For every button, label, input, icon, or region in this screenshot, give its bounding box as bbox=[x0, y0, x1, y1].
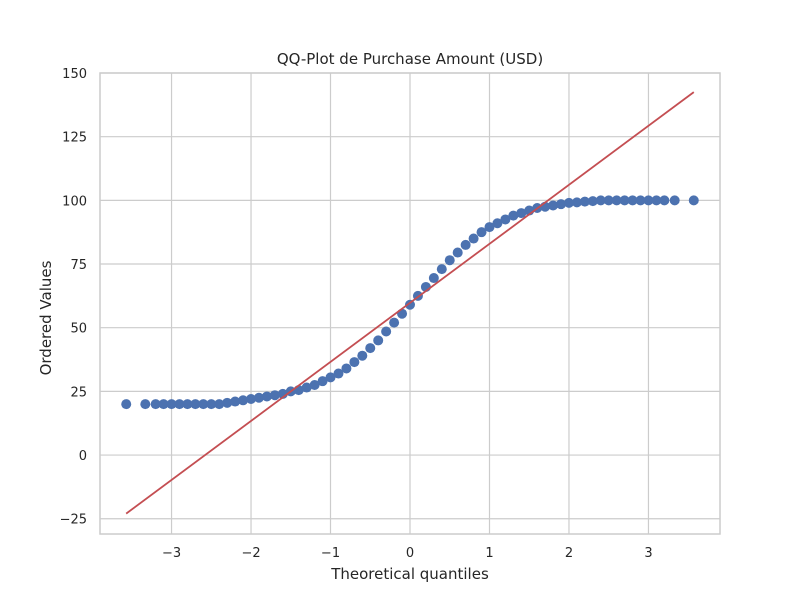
data-point bbox=[246, 394, 257, 405]
y-axis-label: Ordered Values bbox=[37, 260, 55, 375]
data-point bbox=[309, 380, 320, 391]
data-point bbox=[556, 199, 567, 210]
data-point bbox=[166, 399, 177, 410]
data-point bbox=[325, 372, 336, 383]
data-point bbox=[571, 197, 582, 208]
x-tick-label: −1 bbox=[321, 546, 340, 561]
data-point bbox=[381, 326, 392, 337]
data-point bbox=[563, 197, 574, 208]
data-point bbox=[688, 195, 699, 206]
x-tick-label: 3 bbox=[644, 546, 652, 561]
data-point bbox=[121, 399, 132, 410]
data-point bbox=[587, 196, 598, 207]
data-point bbox=[341, 363, 352, 374]
data-point bbox=[397, 308, 408, 319]
x-tick-label: 1 bbox=[485, 546, 493, 561]
y-tick-label: 50 bbox=[70, 322, 87, 337]
data-point bbox=[174, 399, 185, 410]
x-tick-label: 0 bbox=[406, 546, 414, 561]
data-point bbox=[140, 399, 151, 410]
data-point bbox=[253, 392, 264, 403]
x-tick-label: −2 bbox=[241, 546, 260, 561]
data-point bbox=[349, 357, 360, 368]
y-tick-label: 25 bbox=[70, 385, 87, 400]
data-point bbox=[198, 399, 209, 410]
data-point bbox=[659, 195, 670, 206]
data-point bbox=[405, 299, 415, 310]
data-point bbox=[222, 397, 233, 408]
data-point bbox=[365, 343, 376, 354]
data-point bbox=[373, 335, 384, 346]
data-point bbox=[492, 218, 503, 229]
plot-data bbox=[121, 91, 699, 515]
y-tick-label: 125 bbox=[62, 131, 87, 146]
x-axis-label: Theoretical quantiles bbox=[330, 565, 489, 583]
y-tick-label: 0 bbox=[79, 449, 87, 464]
tick-labels: −3 −2 −1 0 1 2 3 −25 0 25 50 75 100 125 150 bbox=[60, 67, 653, 561]
data-point bbox=[444, 255, 455, 266]
data-point bbox=[516, 208, 527, 219]
data-point bbox=[635, 195, 646, 206]
y-tick-label: 75 bbox=[70, 258, 87, 273]
data-point bbox=[436, 264, 447, 275]
x-tick-label: 2 bbox=[565, 546, 573, 561]
data-point bbox=[301, 382, 312, 393]
data-point bbox=[269, 390, 280, 401]
data-point bbox=[619, 195, 630, 206]
y-tick-label: 100 bbox=[62, 194, 87, 209]
data-point bbox=[261, 391, 272, 402]
data-point bbox=[452, 247, 463, 258]
data-point bbox=[500, 214, 511, 225]
data-point bbox=[548, 200, 559, 211]
data-point bbox=[611, 195, 622, 206]
data-point bbox=[643, 195, 654, 206]
data-point bbox=[669, 195, 680, 206]
data-point bbox=[206, 399, 217, 410]
data-point bbox=[579, 196, 590, 207]
y-tick-label: 150 bbox=[62, 67, 87, 82]
data-point bbox=[214, 399, 225, 410]
data-point bbox=[428, 273, 439, 284]
data-point bbox=[230, 396, 241, 407]
y-tick-label: −25 bbox=[60, 513, 87, 528]
data-point bbox=[150, 399, 161, 410]
data-point bbox=[190, 399, 201, 410]
data-point bbox=[460, 239, 471, 250]
data-point bbox=[389, 317, 400, 328]
data-point bbox=[158, 399, 169, 410]
data-point bbox=[508, 210, 519, 221]
data-point bbox=[357, 350, 368, 361]
reference-line bbox=[125, 91, 695, 515]
data-point bbox=[484, 222, 495, 233]
data-point bbox=[333, 368, 344, 379]
data-point bbox=[595, 195, 606, 206]
data-point bbox=[182, 399, 193, 410]
data-point bbox=[317, 376, 328, 387]
x-tick-label: −3 bbox=[162, 546, 181, 561]
plot-frame bbox=[99, 72, 721, 535]
data-point bbox=[603, 195, 614, 206]
data-point bbox=[476, 227, 487, 238]
data-point bbox=[651, 195, 662, 206]
data-point bbox=[238, 395, 249, 406]
data-point bbox=[627, 195, 638, 206]
chart-title: QQ-Plot de Purchase Amount (USD) bbox=[277, 50, 543, 68]
data-point bbox=[468, 233, 479, 244]
